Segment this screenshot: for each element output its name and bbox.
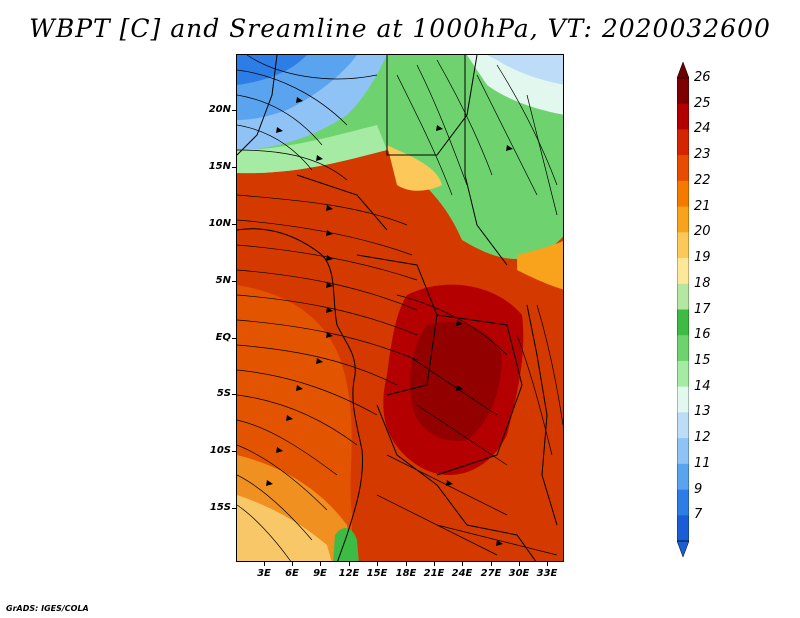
transition-light-green	[237, 125, 387, 174]
colorbar-label: 14	[694, 378, 711, 394]
colorbar-segment	[677, 78, 689, 105]
y-tick-label-15s: 15S	[209, 502, 231, 513]
y-tick	[232, 508, 236, 509]
colorbar-segment	[677, 489, 689, 516]
x-tick-label-9e: 9E	[313, 568, 327, 579]
colorbar-label: 26	[694, 70, 711, 85]
y-tick	[232, 394, 236, 395]
x-tick	[462, 562, 463, 566]
colorbar-label: 20	[694, 224, 711, 240]
x-tick	[547, 562, 548, 566]
coastlines-and-borders	[237, 55, 558, 561]
colorbar-segment	[677, 103, 689, 130]
x-tick	[292, 562, 293, 566]
x-tick-label-30e: 30E	[508, 568, 530, 579]
colorbar-segment	[677, 180, 689, 207]
colorbar-label: 12	[694, 430, 711, 446]
colorbar-label: 18	[694, 275, 711, 291]
colorbar-label: 24	[694, 121, 711, 137]
colorbar-label: 21	[694, 198, 711, 214]
y-tick-label-eq: EQ	[215, 332, 231, 343]
x-tick	[406, 562, 407, 566]
colorbar-segment	[677, 438, 689, 465]
x-tick-label-6e: 6E	[285, 568, 299, 579]
x-tick-label-3e: 3E	[257, 568, 271, 579]
sahel-yellow-patch	[387, 145, 442, 191]
x-tick	[320, 562, 321, 566]
y-tick-label-5s: 5S	[216, 388, 231, 399]
y-tick-label-15n: 15N	[208, 161, 231, 172]
colorbar-label: 7	[694, 507, 703, 523]
x-tick-label-12e: 12E	[338, 568, 360, 579]
hottest-core-region	[410, 321, 502, 441]
streamline-arrows	[266, 97, 513, 546]
map-canvas	[237, 55, 563, 561]
x-tick	[434, 562, 435, 566]
y-tick-label-20n: 20N	[208, 104, 231, 115]
colorbar-top-arrow	[677, 62, 689, 79]
x-tick-label-18e: 18E	[395, 568, 417, 579]
colorbar-label: 9	[694, 481, 703, 497]
colorbar-segment	[677, 206, 689, 233]
colorbar-label: 15	[694, 352, 711, 368]
colorbar-segment	[677, 386, 689, 413]
y-tick-label-10s: 10S	[209, 445, 231, 456]
y-tick	[232, 167, 236, 168]
y-tick	[232, 451, 236, 452]
colorbar-label: 23	[694, 147, 711, 163]
northwest-coldest-region	[237, 55, 307, 85]
x-tick	[491, 562, 492, 566]
chart-title: WBPT [C] and Sreamline at 1000hPa, VT: 2…	[29, 14, 771, 43]
colorbar-segment	[677, 155, 689, 182]
colorbar-label: 22	[694, 172, 711, 188]
colorbar-segment	[677, 283, 689, 310]
map-panel	[236, 54, 564, 562]
y-tick	[232, 338, 236, 339]
x-tick-label-27e: 27E	[480, 568, 502, 579]
east-orange-band	[517, 240, 563, 290]
colorbar-segment	[677, 258, 689, 285]
colorbar-label: 16	[694, 327, 711, 343]
y-tick	[232, 281, 236, 282]
colorbar-segment	[677, 360, 689, 387]
y-tick-label-10n: 10N	[208, 218, 231, 229]
x-tick-label-24e: 24E	[451, 568, 473, 579]
northeast-blue-region	[487, 55, 563, 85]
colorbar-label: 19	[694, 250, 711, 266]
ocean-coolest-region	[237, 495, 332, 561]
colorbar-label: 17	[694, 301, 711, 317]
southwest-green-patch	[333, 528, 359, 561]
x-tick-label-21e: 21E	[423, 568, 445, 579]
x-tick-label-33e: 33E	[536, 568, 558, 579]
x-tick	[519, 562, 520, 566]
x-tick	[349, 562, 350, 566]
colorbar-outline	[677, 77, 689, 542]
colorbar-segment	[677, 129, 689, 156]
y-tick	[232, 224, 236, 225]
y-tick-label-5n: 5N	[215, 275, 231, 286]
colorbar-segment	[677, 335, 689, 362]
colorbar	[677, 62, 689, 557]
x-tick-label-15e: 15E	[366, 568, 388, 579]
colorbar-bottom-arrow	[677, 540, 689, 557]
x-tick	[377, 562, 378, 566]
colorbar-segment	[677, 412, 689, 439]
streamlines	[237, 55, 563, 561]
colorbar-segment	[677, 232, 689, 259]
colorbar-segment	[677, 515, 689, 542]
y-tick	[232, 110, 236, 111]
colorbar-segment	[677, 309, 689, 336]
colorbar-segment	[677, 463, 689, 490]
colorbar-label: 25	[694, 95, 711, 111]
credit-text: GrADS: IGES/COLA	[6, 604, 89, 613]
colorbar-label: 11	[694, 455, 711, 471]
colorbar-label: 13	[694, 404, 711, 420]
x-tick	[264, 562, 265, 566]
